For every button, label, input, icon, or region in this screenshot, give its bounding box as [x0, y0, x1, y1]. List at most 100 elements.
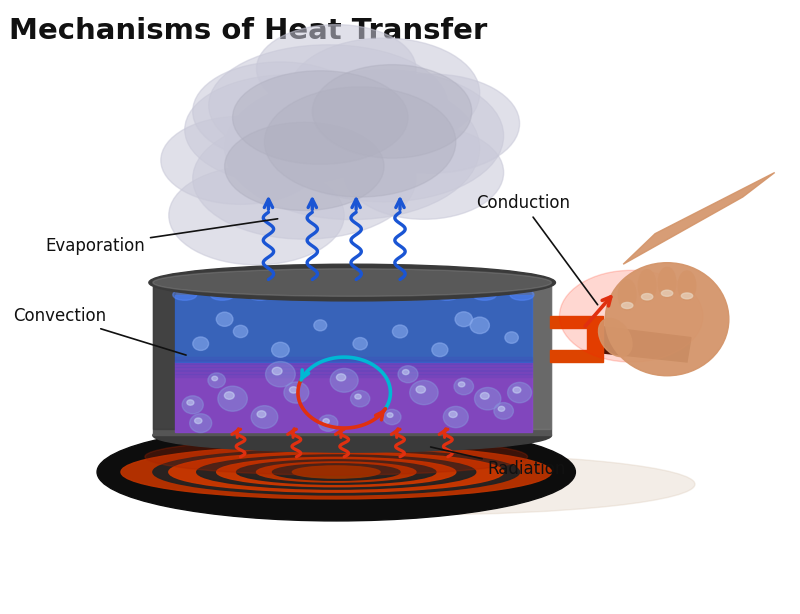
Text: Radiation: Radiation: [430, 447, 566, 478]
Ellipse shape: [344, 74, 519, 173]
Ellipse shape: [292, 466, 380, 478]
Polygon shape: [531, 286, 551, 429]
Ellipse shape: [284, 382, 309, 403]
Ellipse shape: [473, 289, 497, 300]
Ellipse shape: [208, 373, 226, 388]
Ellipse shape: [658, 267, 676, 298]
Ellipse shape: [354, 394, 362, 399]
Ellipse shape: [286, 289, 309, 300]
Ellipse shape: [458, 382, 465, 387]
Ellipse shape: [153, 449, 519, 495]
Ellipse shape: [410, 381, 438, 405]
Ellipse shape: [678, 271, 696, 300]
Ellipse shape: [474, 387, 501, 410]
Ellipse shape: [265, 70, 504, 202]
Ellipse shape: [330, 368, 358, 392]
Ellipse shape: [190, 414, 212, 432]
Ellipse shape: [606, 263, 729, 376]
Ellipse shape: [272, 342, 290, 357]
Polygon shape: [550, 316, 603, 328]
Ellipse shape: [169, 452, 504, 492]
Ellipse shape: [288, 38, 480, 148]
Ellipse shape: [642, 293, 653, 300]
Ellipse shape: [225, 122, 384, 211]
Ellipse shape: [225, 77, 480, 220]
Ellipse shape: [169, 166, 344, 265]
Ellipse shape: [449, 411, 457, 418]
Ellipse shape: [393, 325, 407, 338]
Ellipse shape: [194, 418, 202, 424]
Ellipse shape: [97, 423, 575, 521]
Ellipse shape: [185, 75, 392, 185]
Ellipse shape: [197, 455, 476, 489]
Ellipse shape: [505, 332, 518, 343]
Ellipse shape: [470, 317, 490, 333]
Ellipse shape: [210, 289, 234, 300]
Ellipse shape: [153, 419, 551, 452]
Ellipse shape: [218, 386, 247, 411]
Ellipse shape: [234, 325, 248, 338]
Ellipse shape: [173, 289, 197, 300]
Ellipse shape: [237, 460, 436, 484]
Ellipse shape: [435, 289, 459, 300]
Polygon shape: [587, 327, 603, 351]
Polygon shape: [153, 286, 175, 429]
Ellipse shape: [455, 312, 473, 327]
Ellipse shape: [432, 343, 448, 357]
Ellipse shape: [290, 387, 298, 393]
Ellipse shape: [494, 403, 514, 419]
Ellipse shape: [137, 454, 695, 515]
Polygon shape: [153, 282, 551, 435]
Ellipse shape: [265, 87, 456, 197]
Ellipse shape: [121, 445, 551, 499]
Ellipse shape: [513, 387, 521, 393]
Ellipse shape: [387, 413, 393, 418]
Ellipse shape: [402, 370, 409, 375]
Ellipse shape: [145, 438, 527, 475]
Ellipse shape: [323, 419, 330, 424]
Ellipse shape: [273, 464, 400, 480]
Ellipse shape: [416, 386, 426, 393]
Ellipse shape: [443, 406, 468, 428]
Ellipse shape: [233, 71, 408, 165]
Ellipse shape: [248, 289, 272, 300]
Ellipse shape: [662, 290, 673, 297]
Ellipse shape: [251, 406, 278, 429]
Ellipse shape: [224, 392, 234, 399]
Ellipse shape: [507, 383, 531, 403]
Ellipse shape: [398, 366, 418, 383]
Ellipse shape: [257, 25, 416, 112]
Ellipse shape: [193, 337, 209, 351]
Polygon shape: [175, 370, 531, 374]
Ellipse shape: [510, 289, 534, 300]
Text: Mechanisms of Heat Transfer: Mechanisms of Heat Transfer: [10, 17, 488, 45]
Ellipse shape: [272, 367, 282, 375]
Ellipse shape: [350, 391, 370, 407]
Ellipse shape: [353, 338, 367, 350]
Ellipse shape: [193, 118, 416, 239]
Polygon shape: [623, 173, 774, 264]
Ellipse shape: [344, 126, 504, 219]
Text: Convection: Convection: [14, 307, 186, 355]
Ellipse shape: [618, 279, 636, 310]
Ellipse shape: [257, 462, 416, 482]
Ellipse shape: [314, 320, 326, 331]
Ellipse shape: [257, 411, 266, 418]
Ellipse shape: [182, 396, 203, 414]
Ellipse shape: [187, 400, 194, 405]
Ellipse shape: [638, 270, 656, 301]
Polygon shape: [175, 357, 531, 360]
Polygon shape: [175, 367, 531, 371]
Ellipse shape: [454, 378, 474, 395]
Polygon shape: [175, 374, 531, 377]
Ellipse shape: [217, 457, 456, 487]
Ellipse shape: [398, 289, 422, 300]
Ellipse shape: [209, 45, 448, 166]
Ellipse shape: [383, 410, 401, 425]
Ellipse shape: [193, 62, 368, 161]
Ellipse shape: [153, 269, 551, 297]
Ellipse shape: [161, 116, 320, 204]
Polygon shape: [175, 362, 531, 432]
Polygon shape: [550, 350, 603, 362]
Ellipse shape: [212, 376, 218, 381]
